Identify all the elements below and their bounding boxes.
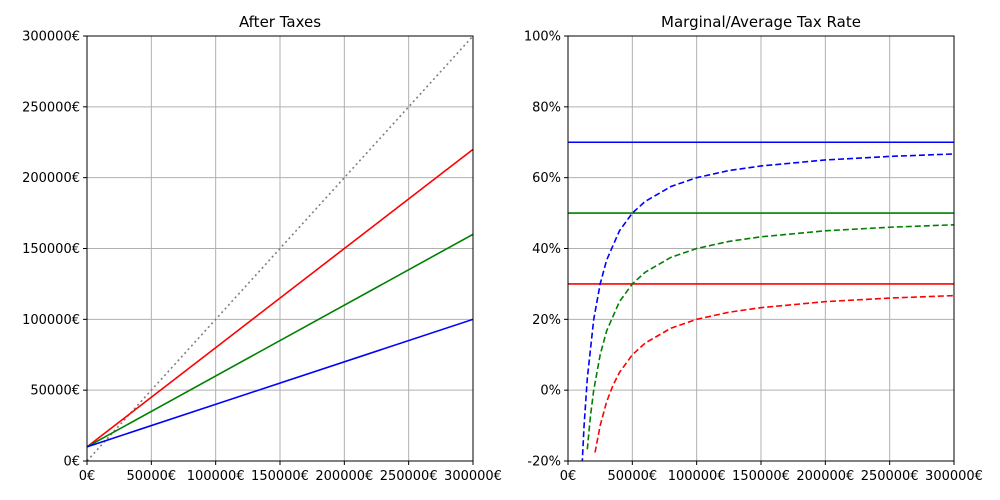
x-tick-label: 0€ — [560, 469, 577, 484]
series-line-1 — [87, 148, 473, 448]
series-line-0 — [87, 36, 473, 461]
y-tick-label: 80% — [532, 100, 561, 115]
x-tick-label: 200000€ — [315, 469, 373, 484]
y-tick-label: 50000€ — [30, 384, 80, 399]
y-tick-label: -20% — [527, 455, 561, 470]
y-tick-label: 20% — [532, 313, 561, 328]
y-tick-label: 200000€ — [22, 171, 80, 186]
after-taxes-chart: 0€ 50000€ 100000€ 150000€ 200000€ 250000€ 3000… — [22, 13, 502, 484]
x-tick-label: 0€ — [79, 469, 96, 484]
y-tick-label: 60% — [532, 171, 561, 186]
chart-title: After Taxes — [239, 13, 321, 31]
tax-rate-chart: 0€ 50000€ 100000€ 150000€ 200000€ 250000€ 3000… — [524, 13, 983, 484]
series-line-3 — [87, 318, 473, 448]
x-tick-label: 50000€ — [127, 469, 177, 484]
series-line-5 — [594, 294, 954, 453]
x-tick-label: 250000€ — [380, 469, 438, 484]
series-line-2 — [87, 233, 473, 448]
x-tick-label: 300000€ — [925, 469, 983, 484]
chart-title: Marginal/Average Tax Rate — [661, 13, 861, 31]
y-tick-label: 250000€ — [22, 100, 80, 115]
y-tick-label: 100% — [524, 30, 561, 45]
x-tick-label: 150000€ — [251, 469, 309, 484]
x-tick-label: 100000€ — [187, 469, 245, 484]
x-tick-label: 300000€ — [444, 469, 502, 484]
series-line-4 — [586, 223, 954, 450]
y-tick-label: 0€ — [63, 455, 80, 470]
x-tick-label: 100000€ — [668, 469, 726, 484]
x-tick-label: 50000€ — [608, 469, 658, 484]
y-tick-label: 40% — [532, 242, 561, 257]
y-tick-label: 0% — [540, 384, 561, 399]
y-tick-label: 150000€ — [22, 242, 80, 257]
x-tick-label: 150000€ — [732, 469, 790, 484]
x-tick-label: 200000€ — [796, 469, 854, 484]
x-tick-label: 250000€ — [861, 469, 919, 484]
series-line-3 — [581, 153, 954, 461]
y-tick-label: 300000€ — [22, 30, 80, 45]
y-tick-label: 100000€ — [22, 313, 80, 328]
